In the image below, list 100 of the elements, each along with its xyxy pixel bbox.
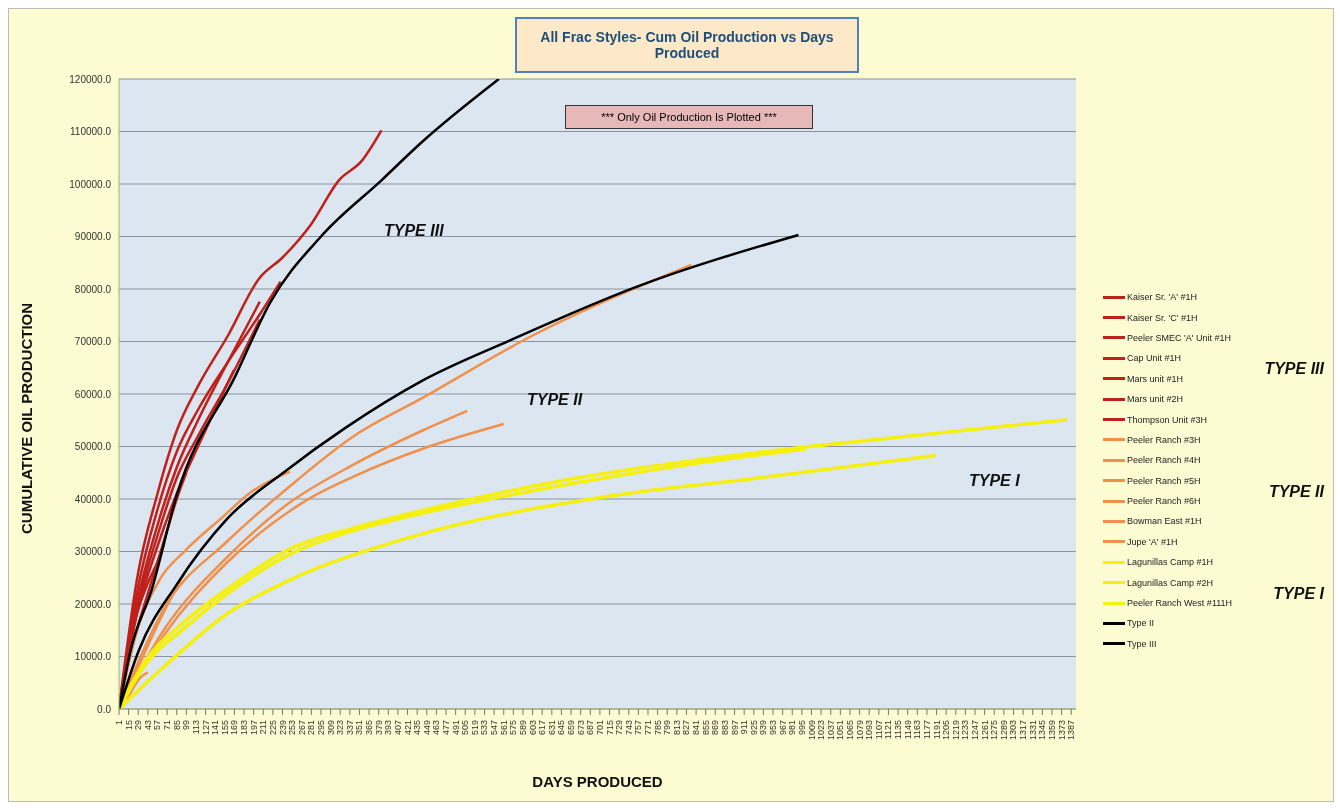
x-tick-label: 1205 [941,720,952,741]
x-tick-label: 1093 [864,720,875,741]
y-tick-label: 60000.0 [74,388,112,400]
x-tick-label: 967 [777,720,788,736]
x-tick-label: 1051 [835,720,846,741]
x-tick-label: 15 [123,720,134,731]
x-tick-label: 911 [739,720,750,735]
x-tick-label: 981 [787,720,798,736]
x-tick-label: 197 [248,720,259,736]
x-tick-label: 1247 [970,720,981,741]
annotation: TYPE III [384,222,444,240]
legend-label: Peeler Ranch #6H [1127,496,1201,507]
x-tick-label: 729 [614,720,625,736]
x-tick-label: 1135 [893,720,904,740]
legend-label: Cap Unit #1H [1127,353,1182,364]
text: TYPE III [1264,360,1324,379]
x-tick-label: 1037 [825,720,836,741]
x-tick-label: 1345 [1037,720,1048,741]
annotation: TYPE I [969,472,1020,490]
legend-label: Kaiser Sr. 'A' #1H [1126,291,1198,305]
x-tick-label: 659 [566,720,577,736]
x-tick-label: 337 [344,720,355,736]
x-tick-label: 1149 [902,720,913,740]
x-tick-label: 281 [306,720,317,736]
x-tick-label: 421 [402,720,413,736]
x-tick-label: 1373 [1056,720,1067,741]
y-tick-label: 20000.0 [74,598,112,610]
x-tick-label: 183 [239,720,250,736]
x-tick-label: 1079 [854,720,865,741]
x-tick-label: 435 [412,720,423,736]
x-tick-label: 169 [229,720,240,736]
x-tick-label: 155 [219,720,230,736]
x-tick-label: 393 [383,720,394,736]
x-tick-label: 463 [431,720,442,736]
x-tick-label: 1261 [979,720,990,741]
x-tick-label: 85 [171,720,182,731]
legend-label: Jupe 'A' #1H [1126,535,1179,549]
x-tick-label: 449 [421,720,432,736]
y-tick-label: 90000.0 [74,231,112,243]
x-tick-label: 365 [364,720,375,736]
x-tick-label: 1023 [816,720,827,741]
legend-label: Mars unit #1H [1127,373,1184,384]
x-tick-label: 617 [537,720,548,736]
x-tick-label: 561 [498,720,509,736]
legend-label: Peeler SMEC 'A' Unit #1H [1126,331,1232,345]
legend-label: Type II [1126,617,1155,631]
x-tick-label: 379 [373,720,384,736]
x-tick-label: 589 [517,720,528,736]
x-tick-label: 211 [258,720,269,735]
x-tick-label: 743 [623,720,634,736]
x-tick-label: 1009 [806,720,817,741]
x-tick-label: 407 [392,720,403,736]
x-tick-label: 71 [162,720,173,731]
x-tick-label: 757 [633,720,644,736]
x-tick-label: 1107 [873,720,884,740]
note-box: *** Only Oil Production Is Plotted *** [565,105,813,129]
y-tick-label: 0.0 [97,703,112,715]
x-tick-label: 127 [200,720,211,736]
legend-label: Peeler Ranch West #111H [1127,598,1233,609]
x-tick-label: 995 [796,720,807,736]
x-tick-label: 883 [719,720,730,736]
x-tick-label: 673 [575,720,586,736]
x-tick-label: 953 [768,720,779,736]
x-tick-label: 827 [681,720,692,736]
x-tick-label: 1219 [950,720,961,741]
legend-label: Peeler Ranch #5H [1127,475,1201,486]
x-tick-label: 869 [710,720,721,736]
y-tick-label: 70000.0 [74,336,112,348]
x-tick-label: 603 [527,720,538,736]
y-tick-label: 120000.0 [69,73,112,85]
x-tick-label: 1387 [1066,720,1077,741]
legend-label: Lagunillas Camp #2H [1127,577,1214,588]
text: TYPE I [1273,584,1324,603]
x-tick-label: 1331 [1027,720,1038,741]
x-tick-label: 113 [190,720,201,735]
x-tick-label: 519 [469,720,480,736]
legend-label: Mars unit #2H [1126,393,1185,407]
x-tick-label: 575 [508,720,519,736]
y-tick-label: 110000.0 [70,126,112,138]
y-tick-label: 100000.0 [69,178,112,190]
x-tick-label: 925 [748,720,759,736]
x-tick-label: 29 [133,720,144,731]
x-tick-label: 491 [450,720,461,736]
x-tick-label: 813 [671,720,682,736]
x-tick-label: 533 [479,720,490,736]
x-tick-label: 631 [546,720,557,736]
legend-label: Bowman East #1H [1126,515,1203,529]
y-tick-label: 50000.0 [74,441,112,453]
x-tick-label: 1303 [1008,720,1019,741]
x-tick-label: 141 [210,720,221,736]
x-tick-label: 43 [142,720,153,731]
x-tick-label: 785 [652,720,663,736]
x-tick-label: 687 [585,720,596,736]
x-tick-label: 939 [758,720,769,736]
x-tick-label: 855 [700,720,711,736]
x-tick-label: 295 [315,720,326,736]
x-tick-label: 239 [277,720,288,736]
legend-label: Thompson Unit #3H [1126,413,1209,427]
x-tick-label: 267 [296,720,307,736]
y-tick-label: 80000.0 [74,283,112,295]
